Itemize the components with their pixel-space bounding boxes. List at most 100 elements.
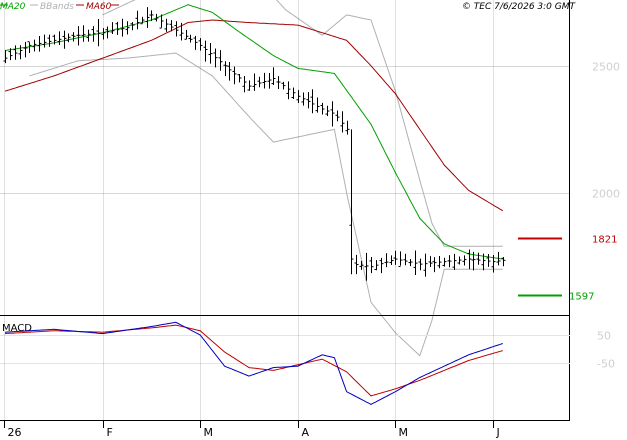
ohlc-bar [301, 92, 306, 106]
ohlc-bar [247, 80, 252, 91]
ohlc-bar [110, 22, 115, 35]
ohlc-bar [471, 251, 476, 271]
ohlc-bar [52, 34, 57, 45]
ohlc-bar [408, 259, 413, 267]
ohlc-bar [169, 20, 174, 32]
ohlc-bar [47, 34, 52, 47]
ohlc-bar [42, 34, 47, 48]
ohlc-bar [271, 67, 276, 85]
ohlc-bar [154, 13, 159, 22]
ohlc-bar [447, 255, 452, 268]
ohlc-bar [349, 129, 354, 275]
ohlc-bar [91, 26, 96, 42]
ohlc-bar [354, 254, 359, 275]
ohlc-bar [286, 81, 291, 100]
ohlc-bar [306, 92, 311, 109]
ohlc-bar [310, 89, 315, 114]
ohlc-bar [164, 18, 169, 32]
ohlc-bar [359, 260, 364, 270]
ohlc-bar [140, 16, 145, 25]
ohlc-bar [379, 257, 384, 274]
ma60-legend-label: MA60 [86, 2, 112, 12]
ohlc-bar [18, 45, 23, 60]
x-axis: 26 F M A M J [4, 0, 500, 439]
ohlc-bar [115, 21, 120, 35]
macd-tick-label: -50 [597, 358, 615, 371]
ohlc-bar [179, 22, 184, 41]
ohlc-bar [252, 73, 257, 91]
ohlc-bar [481, 253, 486, 271]
ohlc-bar [174, 21, 179, 37]
ohlc-bars [3, 7, 506, 281]
ohlc-bar [223, 61, 228, 77]
ohlc-bar [188, 34, 193, 43]
x-tick-label: J [496, 426, 500, 439]
level-label: 1821 [592, 235, 617, 246]
ohlc-bar [442, 257, 447, 267]
ohlc-bar [227, 61, 232, 81]
ohlc-bar [491, 255, 496, 273]
ohlc-bar [413, 250, 418, 276]
ohlc-bar [496, 251, 501, 266]
ohlc-bar [120, 18, 125, 37]
chart-header: MA20 BBands MA60 © TEC 7/6/2026 3:0 GMT [0, 2, 576, 12]
ohlc-bar [325, 105, 330, 117]
macd-panel: 50 -50 MACD [0, 321, 615, 405]
x-tick-label: M [399, 426, 409, 439]
ohlc-bar [335, 110, 340, 122]
ohlc-bar [393, 250, 398, 265]
ohlc-bar [501, 256, 506, 267]
ma20-legend-label: MA20 [0, 2, 26, 12]
ohlc-bar [467, 249, 472, 270]
macd-grid [0, 335, 570, 364]
ohlc-bar [452, 253, 457, 270]
bbands-legend-label: BBands [40, 2, 74, 12]
bbands-lower-line [29, 52, 503, 357]
ohlc-bar [437, 256, 442, 269]
macd-title: MACD [2, 323, 32, 334]
ohlc-bar [71, 32, 76, 42]
ohlc-bar [232, 66, 237, 85]
ohlc-bar [237, 73, 242, 83]
ohlc-bar [315, 97, 320, 113]
ohlc-bar [208, 43, 213, 64]
ohlc-bar [281, 81, 286, 90]
ohlc-bar [462, 255, 467, 266]
ohlc-bar [8, 48, 13, 61]
ohlc-bar [13, 45, 18, 60]
ohlc-bar [257, 76, 262, 88]
ohlc-bar [345, 120, 350, 135]
ohlc-bar [198, 38, 203, 51]
price-tick-label: 2000 [592, 188, 620, 201]
ohlc-bar [320, 102, 325, 115]
ohlc-bar [418, 258, 423, 271]
macd-line [4, 321, 503, 405]
ohlc-bar [184, 29, 189, 40]
ohlc-bar [66, 33, 71, 43]
ohlc-bar [57, 31, 62, 46]
ohlc-bar [276, 76, 281, 89]
ohlc-bar [23, 41, 28, 58]
ohlc-bar [403, 253, 408, 266]
ohlc-bar [330, 101, 335, 127]
ohlc-bar [81, 25, 86, 42]
ohlc-bar [476, 252, 481, 265]
ohlc-bar [369, 256, 374, 274]
ohlc-bar [130, 22, 135, 31]
copyright-label: © TEC 7/6/2026 3:0 GMT [462, 2, 577, 12]
ohlc-bar [457, 256, 462, 265]
ohlc-bar [389, 255, 394, 265]
ohlc-bar [32, 39, 37, 52]
macd-signal-line [4, 324, 503, 397]
macd-tick-label: 50 [597, 330, 611, 343]
ohlc-bar [428, 256, 433, 267]
ohlc-bar [3, 50, 8, 64]
ohlc-bar [296, 90, 301, 104]
ohlc-bar [423, 253, 428, 277]
ohlc-bar [203, 40, 208, 62]
ma60-line [4, 19, 504, 212]
price-tick-label: 2500 [592, 61, 620, 74]
ohlc-bar [486, 253, 491, 267]
bbands-upper-line [102, 0, 503, 247]
price-levels: 1821 1597 [518, 235, 617, 303]
